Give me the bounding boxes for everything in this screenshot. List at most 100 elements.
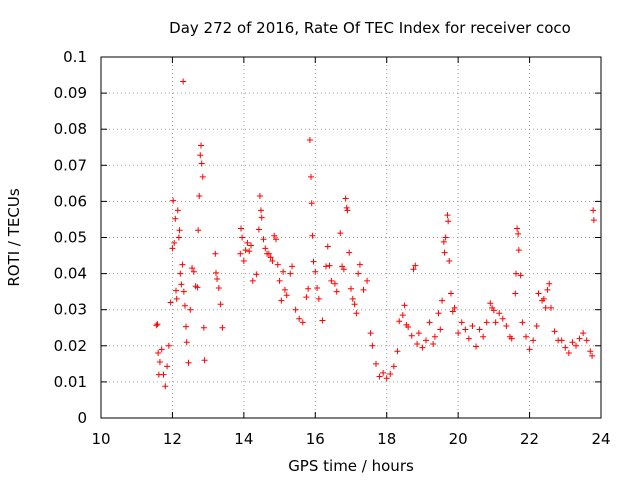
data-point (158, 346, 165, 353)
data-points (153, 78, 597, 390)
y-tick-label: 0.06 (54, 192, 87, 210)
data-point (170, 197, 177, 204)
data-point (412, 262, 419, 269)
data-point (162, 383, 169, 390)
data-point (195, 227, 202, 234)
data-point (487, 300, 494, 307)
data-point (179, 261, 186, 268)
data-point (155, 350, 162, 357)
data-point (351, 301, 358, 308)
data-point (551, 328, 558, 335)
data-point (405, 324, 412, 331)
data-point (343, 204, 350, 211)
data-point (167, 299, 174, 306)
data-point (548, 304, 554, 311)
data-point (215, 285, 222, 292)
y-tick-label: 0.04 (54, 265, 87, 283)
data-point (173, 287, 179, 294)
x-tick-label: 12 (163, 430, 182, 448)
data-point (462, 326, 469, 333)
data-point (423, 337, 429, 344)
data-point (214, 276, 221, 283)
data-point (183, 323, 189, 330)
data-point (523, 333, 529, 340)
data-point (190, 268, 197, 275)
data-point (469, 322, 476, 329)
data-point (165, 342, 172, 349)
data-point (274, 261, 281, 268)
data-point (292, 306, 299, 313)
data-point (249, 277, 256, 284)
data-point (558, 337, 565, 344)
data-point (198, 142, 204, 149)
data-point (419, 344, 426, 351)
data-point (390, 363, 397, 370)
data-point (373, 360, 379, 367)
data-point (483, 319, 490, 326)
data-point (499, 315, 506, 322)
data-point (240, 257, 247, 264)
data-point (246, 248, 253, 255)
data-point (367, 330, 374, 337)
data-point (503, 322, 510, 329)
data-point (360, 286, 367, 293)
data-point (239, 234, 246, 241)
data-point (183, 339, 190, 346)
data-point (323, 263, 329, 270)
data-point (514, 225, 521, 232)
data-point (256, 192, 263, 199)
data-point (308, 173, 314, 180)
y-tick-label: 0.07 (54, 156, 87, 174)
data-point (369, 342, 376, 349)
data-point (396, 318, 403, 325)
chart-title: Day 272 of 2016, Rate Of TEC Index for r… (169, 19, 571, 37)
data-point (437, 326, 444, 333)
data-point (342, 195, 349, 202)
x-tick-label: 20 (449, 430, 468, 448)
data-point (180, 288, 187, 295)
x-tick-labels: 10 12 14 16 18 20 22 24 (91, 430, 610, 448)
y-tick-label: 0 (77, 409, 87, 427)
data-point (349, 295, 356, 302)
data-point (526, 346, 533, 353)
data-point (508, 335, 515, 342)
data-point (265, 250, 272, 257)
data-point (444, 212, 451, 219)
data-point (328, 277, 335, 284)
data-point (248, 242, 254, 249)
data-point (156, 359, 163, 366)
data-point (440, 238, 447, 245)
data-point (319, 317, 326, 324)
data-point (445, 218, 452, 225)
data-point (394, 348, 401, 355)
data-point (540, 295, 547, 302)
data-point (283, 292, 290, 299)
data-point (565, 350, 572, 357)
data-point (326, 262, 333, 269)
data-point (587, 348, 594, 355)
data-point (446, 257, 453, 264)
data-point (260, 236, 267, 243)
data-point (281, 286, 288, 293)
data-point (441, 249, 448, 256)
data-point (435, 310, 442, 317)
data-point (490, 307, 497, 314)
data-point (473, 343, 479, 350)
data-point (314, 285, 321, 292)
data-point (237, 250, 244, 257)
y-tick-label: 0.03 (54, 301, 87, 319)
data-point (448, 290, 454, 297)
data-point (569, 339, 576, 346)
data-point (430, 340, 437, 347)
data-point (513, 270, 519, 277)
data-point (185, 359, 192, 366)
data-point (238, 225, 244, 232)
data-point (590, 207, 597, 214)
data-point (269, 257, 276, 264)
data-point (273, 236, 279, 243)
data-point (515, 247, 522, 254)
data-point (512, 290, 519, 297)
data-point (175, 234, 182, 241)
data-point (535, 290, 542, 297)
